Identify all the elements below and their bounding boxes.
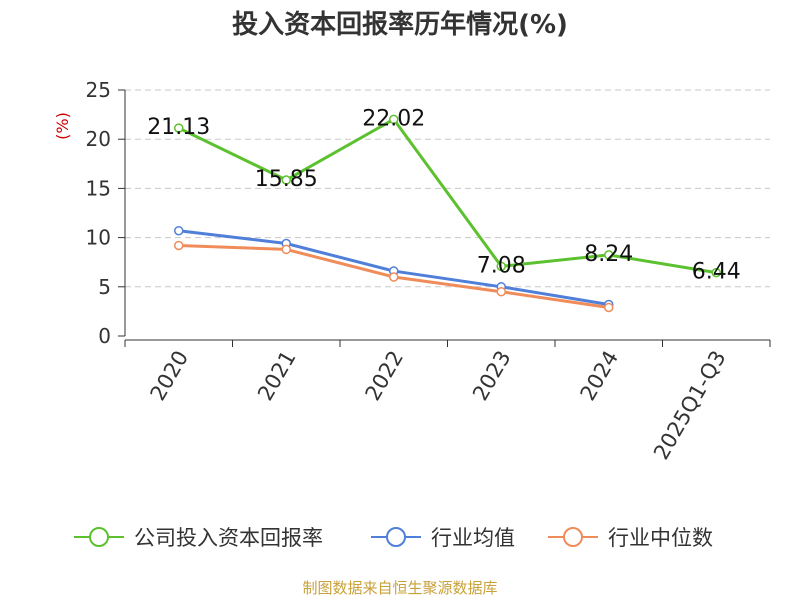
series-line [178, 117, 717, 275]
data-label: 21.13 [147, 115, 210, 140]
legend-label: 行业中位数 [608, 526, 713, 550]
y-tick-label: 5 [98, 275, 111, 299]
data-label: 22.02 [362, 106, 425, 131]
grid-lines [125, 89, 770, 288]
legend-item[interactable]: 行业中位数 [548, 526, 713, 550]
legend-marker [89, 527, 109, 547]
data-point[interactable] [711, 267, 721, 278]
y-tick-label: 10 [86, 226, 111, 250]
y-tick-label: 0 [98, 324, 111, 348]
data-label: 8.24 [584, 242, 633, 267]
data-point[interactable] [496, 261, 506, 272]
data-point[interactable] [604, 302, 614, 313]
data-point[interactable] [174, 240, 184, 251]
x-tick-label: 2024 [576, 347, 624, 405]
y-axis-label: (%) [53, 112, 72, 140]
chart-title: 投入资本回报率历年情况(%) [232, 10, 568, 40]
data-label: 15.85 [255, 167, 318, 192]
legend[interactable]: 公司投入资本回报率 行业均值 行业中位数 [74, 526, 713, 550]
data-point[interactable] [389, 114, 399, 125]
y-tick-label: 15 [86, 176, 111, 200]
legend-item[interactable]: 公司投入资本回报率 [74, 526, 323, 550]
y-tick-label: 20 [86, 127, 111, 151]
data-point[interactable] [281, 244, 291, 255]
data-label: 6.44 [692, 260, 741, 285]
y-tick-label: 25 [86, 78, 111, 102]
data-label: 7.08 [477, 253, 526, 278]
legend-marker [386, 527, 406, 547]
x-tick-label: 2023 [468, 347, 516, 405]
legend-label: 公司投入资本回报率 [134, 526, 323, 550]
legend-item[interactable]: 行业均值 [371, 526, 515, 550]
x-tick-label: 2020 [146, 347, 194, 405]
data-point[interactable] [389, 272, 399, 282]
data-labels: 21.13 15.85 22.02 7.08 8.24 6.44 [147, 106, 740, 284]
data-point[interactable] [496, 286, 506, 297]
legend-marker [563, 527, 583, 547]
x-tick-label: 2021 [253, 347, 301, 405]
data-point[interactable] [604, 250, 614, 260]
series-lines [174, 114, 721, 313]
data-point[interactable] [174, 123, 184, 133]
source-note: 制图数据来自恒生聚源数据库 [302, 579, 498, 597]
legend-label: 行业均值 [431, 526, 515, 550]
data-point[interactable] [281, 175, 291, 185]
data-point[interactable] [174, 225, 184, 236]
x-tick-label: 2025Q1-Q3 [649, 347, 731, 464]
x-tick-label: 2022 [361, 347, 409, 405]
